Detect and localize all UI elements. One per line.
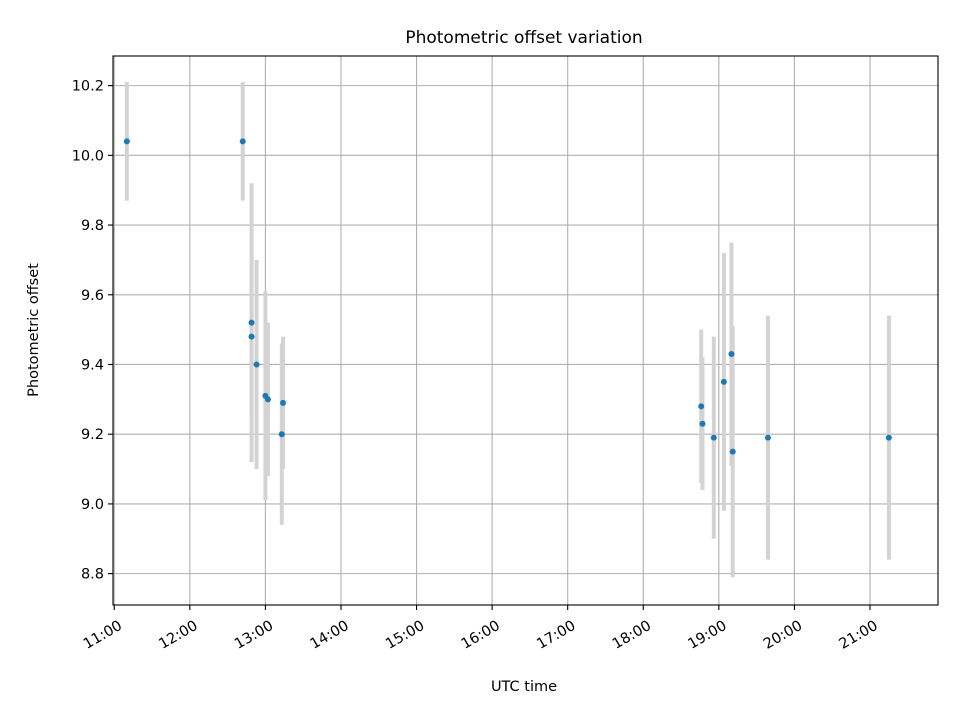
y-tick-label: 9.0 bbox=[81, 497, 104, 513]
grid-layer bbox=[113, 56, 938, 605]
data-point bbox=[699, 420, 706, 427]
point-layer bbox=[123, 138, 892, 455]
data-point bbox=[248, 333, 255, 340]
chart-title: Photometric offset variation bbox=[405, 28, 642, 48]
x-axis-label: UTC time bbox=[491, 679, 557, 695]
data-point bbox=[253, 361, 260, 368]
y-tick-label: 9.8 bbox=[81, 218, 104, 234]
y-axis-label: Photometric offset bbox=[26, 263, 42, 397]
y-tick-label: 8.8 bbox=[81, 567, 104, 583]
data-point bbox=[278, 431, 285, 438]
data-point bbox=[720, 378, 727, 385]
y-tick-label: 10.2 bbox=[72, 79, 104, 95]
plot-area-frame bbox=[112, 55, 939, 606]
data-point bbox=[729, 448, 736, 455]
data-point bbox=[728, 351, 735, 358]
y-tick-label: 10.0 bbox=[72, 148, 104, 164]
data-point bbox=[248, 319, 255, 326]
data-point bbox=[264, 396, 271, 403]
data-point bbox=[123, 138, 130, 145]
data-point bbox=[280, 399, 287, 406]
data-point bbox=[885, 434, 892, 441]
y-tick-label: 9.2 bbox=[81, 427, 104, 443]
y-tick-label: 9.4 bbox=[81, 357, 104, 373]
y-tick-label: 9.6 bbox=[81, 288, 104, 304]
data-point bbox=[710, 434, 717, 441]
data-point bbox=[239, 138, 246, 145]
data-point bbox=[698, 403, 705, 410]
data-point bbox=[764, 434, 771, 441]
